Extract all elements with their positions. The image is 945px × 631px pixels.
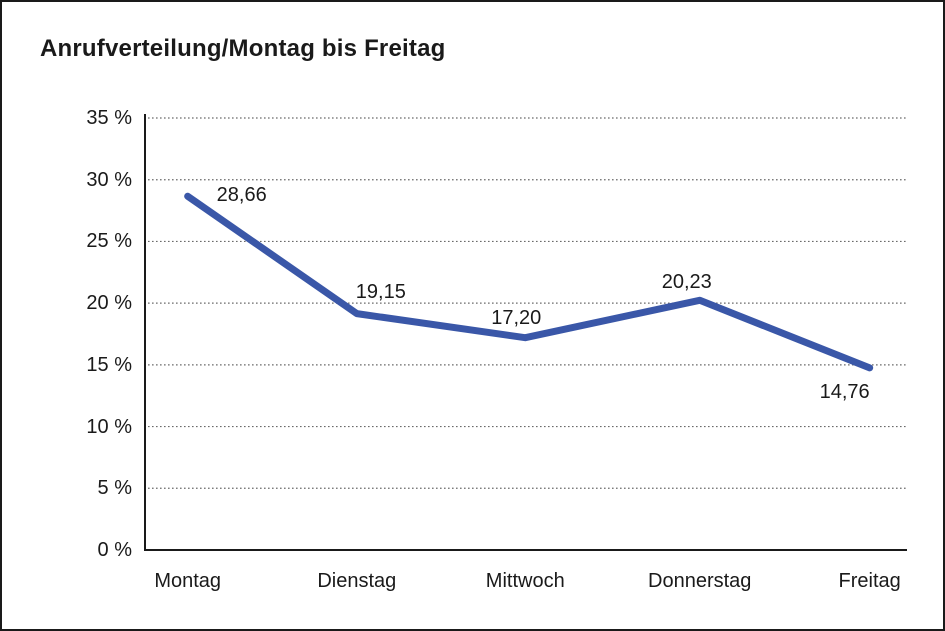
chart-title: Anrufverteilung/Montag bis Freitag [40, 35, 446, 62]
data-series-line [184, 192, 874, 372]
